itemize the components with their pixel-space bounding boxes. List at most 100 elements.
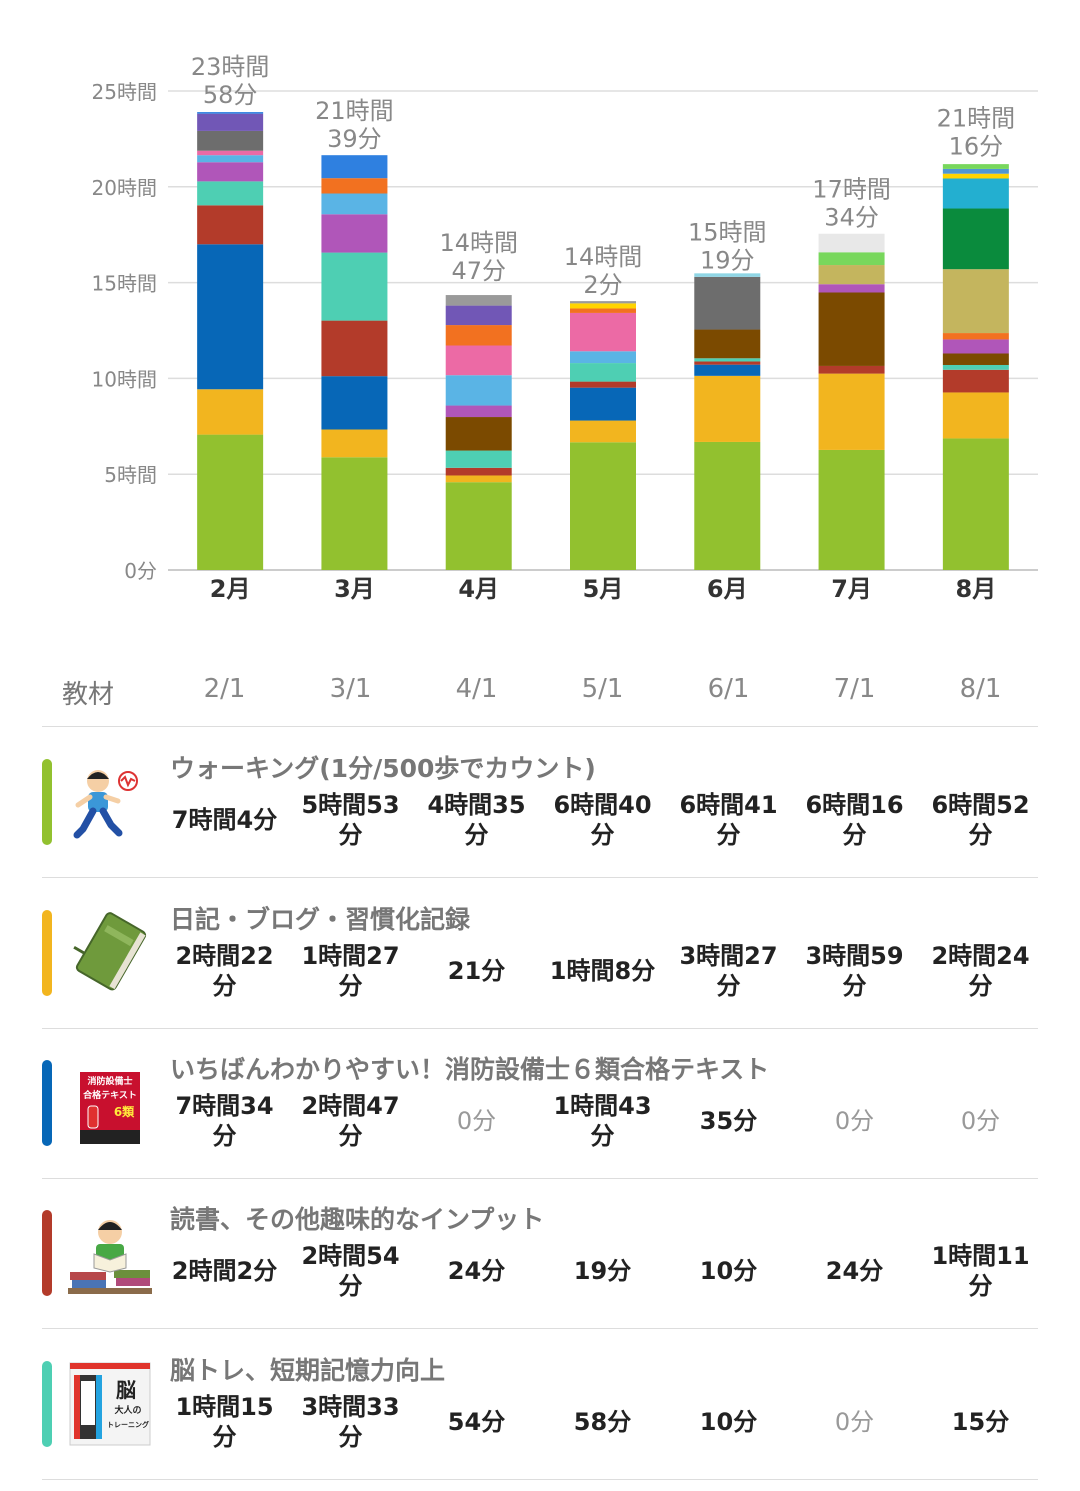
stacked-bar-chart: 0分5時間10時間15時間20時間25時間2月23時間58分3月21時間39分4… xyxy=(92,53,1038,603)
row-color-bar xyxy=(42,910,52,996)
row-title: 日記・ブログ・習慣化記録 xyxy=(170,905,471,934)
bar-segment xyxy=(942,168,1009,174)
bar-segment xyxy=(694,329,761,359)
x-tick-label: 2月 xyxy=(210,575,251,603)
bar-segment xyxy=(818,365,885,374)
header-label: 教材 xyxy=(62,680,115,710)
row-cell: 4時間35 分 xyxy=(427,791,526,849)
x-tick-label: 4月 xyxy=(458,575,499,603)
bar-segment xyxy=(197,181,264,206)
header-date-col: 6/1 xyxy=(707,674,750,704)
svg-text:合格テキスト: 合格テキスト xyxy=(83,1089,137,1101)
bar-segment xyxy=(321,214,388,253)
row-color-bar xyxy=(42,1060,52,1146)
total-label: 14時間 xyxy=(564,243,643,271)
bar-segment xyxy=(942,333,1009,340)
bar-segment xyxy=(942,269,1009,334)
svg-text:6類: 6類 xyxy=(114,1104,135,1119)
total-label: 15時間 xyxy=(688,219,767,247)
bar-segment xyxy=(570,303,636,309)
total-label: 39分 xyxy=(327,125,382,153)
bar-segment xyxy=(197,162,264,182)
row-cell: 1時間43 分 xyxy=(553,1092,652,1150)
total-label: 58分 xyxy=(203,81,258,109)
row-cell: 0分 xyxy=(960,1107,1001,1135)
row-title: 脳トレ、短期記憶力向上 xyxy=(170,1356,446,1385)
x-tick-label: 7月 xyxy=(831,575,872,603)
row-color-bar xyxy=(42,759,52,845)
bar-segment xyxy=(570,363,636,382)
row-cell: 24分 xyxy=(447,1257,506,1285)
walking-person-icon xyxy=(68,759,152,845)
x-tick-label: 5月 xyxy=(583,575,624,603)
header-date-col: 2/1 xyxy=(203,674,246,704)
bar-segment xyxy=(197,389,264,435)
bar-segment xyxy=(445,467,512,476)
x-tick-label: 3月 xyxy=(334,575,375,603)
bar-segment xyxy=(197,205,264,245)
bar-segment xyxy=(818,373,885,450)
bar-segment xyxy=(197,130,264,151)
row-color-bar xyxy=(42,1361,52,1447)
bar-segment xyxy=(694,441,761,570)
row-cell: 19分 xyxy=(573,1257,632,1285)
bar-segment xyxy=(570,312,636,352)
bar-segment xyxy=(942,369,1009,393)
bar-segment xyxy=(942,353,1009,365)
row-title: ウォーキング(1分/500歩でカウント) xyxy=(170,754,596,783)
table-row[interactable]: 消防設備士 合格テキスト 6類 いちばんわかりやすい！消防設備士６類合格テキスト… xyxy=(42,1028,1038,1179)
table-row[interactable]: 日記・ブログ・習慣化記録 2時間22 分 1時間27 分 21分 1時間8分 3… xyxy=(42,878,1038,1029)
diary-book-icon xyxy=(68,910,152,996)
bar-segment xyxy=(197,244,264,390)
bar-segment xyxy=(321,155,388,179)
bar-segment xyxy=(570,351,636,364)
bar-segment xyxy=(197,155,264,163)
total-label: 23時間 xyxy=(191,53,270,81)
bar-segment xyxy=(694,364,761,376)
row-cell: 3時間59 分 xyxy=(805,942,904,1000)
header-date-col: 8/1 xyxy=(959,674,1002,704)
total-label: 14時間 xyxy=(439,229,518,257)
bar-segment xyxy=(445,345,512,376)
row-cell: 15分 xyxy=(951,1408,1010,1436)
header-date-col: 7/1 xyxy=(833,674,876,704)
row-cell: 2時間47 分 xyxy=(301,1092,400,1150)
row-cell: 1時間27 分 xyxy=(301,942,400,1000)
bar-segment xyxy=(942,438,1009,570)
total-label: 34分 xyxy=(824,203,879,231)
bar-segment xyxy=(818,284,885,293)
table-row[interactable]: 読書、その他趣味的なインプット 2時間2分 2時間54 分 24分 19分 10… xyxy=(42,1178,1038,1329)
bar-segment xyxy=(321,178,388,194)
x-tick-label: 6月 xyxy=(707,575,748,603)
row-cell: 54分 xyxy=(447,1408,506,1436)
x-tick-label: 8月 xyxy=(956,575,997,603)
bar-segment xyxy=(445,450,512,468)
bar-segment xyxy=(445,482,512,570)
row-cell: 0分 xyxy=(834,1408,875,1436)
bar-segment xyxy=(570,381,636,388)
table-row[interactable]: ウォーキング(1分/500歩でカウント) 7時間4分 5時間53 分 4時間35… xyxy=(42,727,1038,878)
row-cell: 2時間24 分 xyxy=(931,942,1030,1000)
row-cell: 58分 xyxy=(573,1408,632,1436)
row-cell: 1時間8分 xyxy=(549,957,656,985)
bar-segment xyxy=(197,434,264,570)
bar-segment xyxy=(321,193,388,215)
row-color-bar xyxy=(42,1210,52,1296)
bar-segment xyxy=(570,387,636,421)
brain-training-game-icon: 脳 大人の トレーニング xyxy=(68,1361,152,1447)
y-tick-label: 25時間 xyxy=(92,80,157,104)
bar-segment xyxy=(445,325,512,346)
bar-segment xyxy=(445,417,512,451)
bar-segment xyxy=(321,376,388,430)
header-date-col: 5/1 xyxy=(581,674,624,704)
row-title: いちばんわかりやすい！消防設備士６類合格テキスト xyxy=(170,1055,770,1084)
bar-segment xyxy=(321,320,388,377)
row-cell: 6時間52 分 xyxy=(931,791,1030,849)
bar-segment xyxy=(321,252,388,321)
table-row[interactable]: 脳 大人の トレーニング 脳トレ、短期記憶力向上 1時間15 分 3時間33 分… xyxy=(42,1329,1038,1480)
bar-segment xyxy=(445,305,512,326)
bar-segment xyxy=(942,339,1009,354)
bar-segment xyxy=(942,364,1009,370)
bar-segment xyxy=(445,475,512,483)
bar-segment xyxy=(942,208,1009,270)
